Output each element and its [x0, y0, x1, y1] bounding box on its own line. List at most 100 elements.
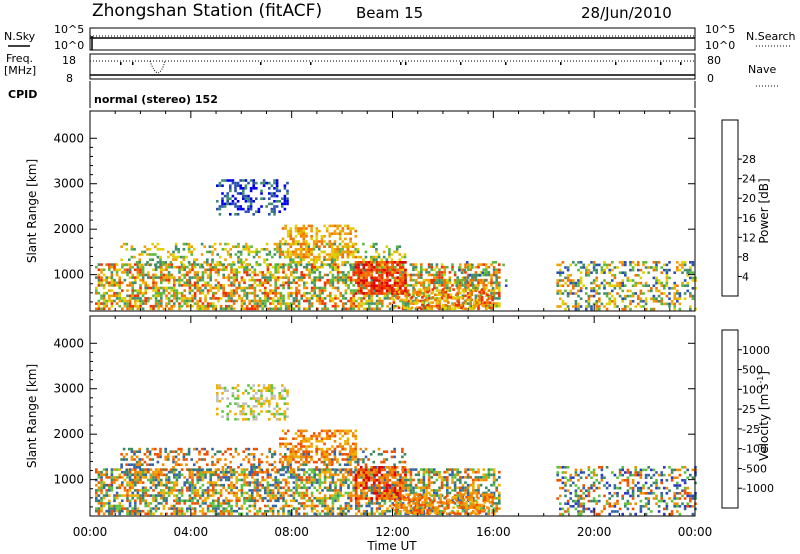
- power-cell: [407, 289, 410, 292]
- power-cell: [193, 291, 197, 295]
- velocity-cell: [128, 470, 132, 474]
- power-cell: [204, 304, 207, 308]
- power-cell: [559, 289, 562, 293]
- power-cell: [305, 263, 309, 266]
- power-cell: [365, 299, 368, 303]
- velocity-cell: [136, 476, 140, 479]
- power-cell: [618, 287, 622, 290]
- velocity-cell: [342, 512, 345, 516]
- power-cell: [385, 281, 389, 285]
- power-cell: [247, 253, 251, 256]
- velocity-cell: [290, 499, 293, 503]
- velocity-cell: [300, 478, 303, 482]
- power-cell: [102, 286, 106, 290]
- velocity-cell: [477, 507, 480, 510]
- velocity-cell: [349, 473, 353, 477]
- power-cell: [372, 284, 376, 287]
- power-cell: [110, 265, 114, 269]
- velocity-cell: [498, 491, 501, 495]
- velocity-cell: [206, 481, 210, 484]
- power-cell: [665, 302, 669, 306]
- power-cell: [401, 255, 404, 259]
- power-cell: [125, 242, 128, 246]
- velocity-cell: [313, 486, 316, 490]
- power-cell: [378, 281, 381, 285]
- power-cell: [338, 224, 342, 228]
- power-cell: [308, 307, 311, 311]
- velocity-cell: [271, 483, 275, 487]
- power-cell: [139, 284, 142, 287]
- power-cell: [471, 266, 474, 269]
- velocity-cell: [134, 494, 137, 497]
- power-cell: [230, 263, 233, 266]
- power-cell: [162, 307, 166, 311]
- velocity-cell: [201, 494, 205, 497]
- power-cell: [258, 289, 262, 292]
- velocity-cell: [100, 504, 103, 508]
- power-cell: [364, 255, 368, 259]
- velocity-cell: [225, 509, 228, 513]
- power-cell: [167, 302, 171, 305]
- velocity-cell: [399, 473, 402, 477]
- power-cell: [245, 297, 249, 300]
- power-cell: [388, 302, 392, 305]
- velocity-cell: [474, 489, 478, 492]
- power-cell: [303, 281, 306, 285]
- power-cell: [400, 298, 403, 302]
- velocity-cell: [277, 470, 280, 474]
- power-cell: [305, 268, 309, 272]
- power-cell: [470, 298, 474, 302]
- velocity-cell: [290, 489, 293, 492]
- power-cell: [386, 304, 389, 308]
- velocity-cell: [196, 478, 199, 482]
- power-cell: [258, 297, 262, 300]
- power-cell: [453, 302, 457, 305]
- power-cell: [204, 307, 207, 311]
- power-cell: [574, 307, 578, 311]
- velocity-cell: [394, 483, 397, 487]
- power-cell: [152, 286, 155, 290]
- power-cell: [256, 294, 259, 298]
- power-cell: [100, 284, 103, 287]
- velocity-cell: [230, 489, 233, 492]
- power-cell: [289, 263, 292, 267]
- power-cell: [595, 276, 598, 280]
- power-cell: [188, 289, 192, 292]
- velocity-cell: [213, 453, 217, 456]
- velocity-cell: [199, 494, 202, 497]
- power-cell: [414, 273, 418, 277]
- velocity-cell: [147, 494, 150, 497]
- power-cell: [491, 298, 494, 302]
- velocity-cell: [121, 509, 124, 513]
- power-cell: [199, 307, 202, 311]
- velocity-cell: [147, 470, 150, 474]
- power-cell: [372, 266, 376, 269]
- power-cell: [115, 268, 119, 272]
- power-cell: [271, 302, 275, 305]
- velocity-cell: [253, 499, 257, 503]
- power-cell: [318, 265, 322, 269]
- power-cell: [458, 268, 461, 272]
- power-cell: [121, 265, 124, 269]
- power-cell: [456, 294, 459, 298]
- power-cell: [469, 289, 472, 292]
- velocity-cell: [264, 478, 267, 482]
- power-cell: [422, 294, 426, 298]
- power-cell: [167, 297, 171, 300]
- velocity-cell: [139, 470, 142, 474]
- power-cell: [412, 263, 415, 266]
- power-cell: [295, 299, 298, 303]
- power-cell: [178, 291, 181, 295]
- power-cell: [433, 276, 436, 279]
- power-cell: [668, 302, 671, 306]
- power-cell: [315, 227, 319, 230]
- velocity-cell: [201, 470, 205, 474]
- power-cell: [613, 287, 617, 290]
- velocity-cell: [133, 453, 136, 456]
- velocity-cell: [271, 512, 275, 516]
- power-cell: [461, 307, 465, 311]
- power-cell: [434, 298, 437, 302]
- power-cell: [393, 268, 397, 272]
- velocity-cell: [110, 476, 114, 479]
